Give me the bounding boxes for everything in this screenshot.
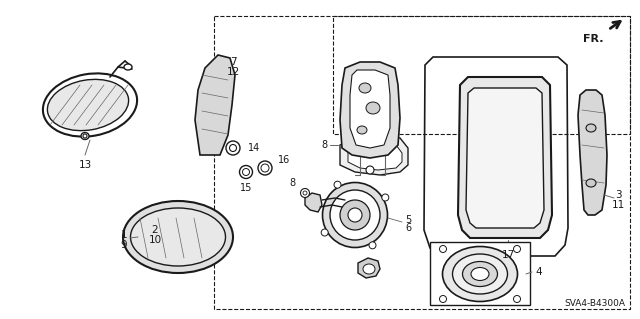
Ellipse shape: [348, 208, 362, 222]
Ellipse shape: [369, 242, 376, 249]
Ellipse shape: [463, 262, 497, 286]
Ellipse shape: [226, 141, 240, 155]
Text: 6: 6: [405, 223, 411, 233]
Ellipse shape: [586, 179, 596, 187]
Ellipse shape: [261, 164, 269, 172]
Ellipse shape: [382, 194, 389, 201]
Ellipse shape: [124, 64, 132, 70]
Ellipse shape: [513, 246, 520, 253]
Text: 14: 14: [248, 143, 260, 153]
Polygon shape: [430, 242, 530, 305]
Ellipse shape: [83, 134, 87, 138]
Polygon shape: [340, 62, 400, 158]
Ellipse shape: [452, 254, 508, 294]
Ellipse shape: [239, 166, 253, 179]
Ellipse shape: [586, 124, 596, 132]
Polygon shape: [350, 70, 390, 148]
Text: 17: 17: [501, 250, 515, 260]
Text: 3: 3: [614, 190, 621, 200]
Ellipse shape: [301, 189, 310, 197]
Text: 8: 8: [321, 140, 327, 150]
Ellipse shape: [334, 181, 341, 188]
Ellipse shape: [321, 229, 328, 236]
Text: 1: 1: [120, 230, 127, 240]
Ellipse shape: [131, 208, 225, 266]
Ellipse shape: [440, 295, 447, 302]
Ellipse shape: [366, 102, 380, 114]
Text: 11: 11: [611, 200, 625, 210]
Text: 2: 2: [152, 225, 158, 235]
Text: SVA4-B4300A: SVA4-B4300A: [564, 299, 625, 308]
Ellipse shape: [243, 168, 250, 175]
Ellipse shape: [43, 73, 137, 137]
Ellipse shape: [303, 191, 307, 195]
Text: 8: 8: [289, 178, 295, 188]
Polygon shape: [340, 135, 408, 175]
Ellipse shape: [81, 132, 89, 139]
Text: 5: 5: [405, 215, 412, 225]
Ellipse shape: [330, 190, 380, 240]
Polygon shape: [358, 258, 380, 278]
Ellipse shape: [471, 268, 489, 280]
Text: 9: 9: [120, 240, 127, 250]
Text: 12: 12: [227, 67, 239, 77]
Polygon shape: [458, 77, 552, 238]
Polygon shape: [195, 55, 235, 155]
Ellipse shape: [513, 295, 520, 302]
Ellipse shape: [258, 161, 272, 175]
Polygon shape: [578, 90, 607, 215]
Ellipse shape: [47, 79, 129, 130]
Text: 4: 4: [535, 267, 541, 277]
Ellipse shape: [359, 83, 371, 93]
Polygon shape: [305, 193, 322, 212]
Ellipse shape: [357, 126, 367, 134]
Polygon shape: [424, 57, 568, 256]
Ellipse shape: [340, 200, 370, 230]
Text: 13: 13: [78, 160, 92, 170]
Ellipse shape: [323, 182, 387, 248]
Text: FR.: FR.: [582, 34, 603, 44]
Text: 7: 7: [230, 57, 236, 67]
Text: 10: 10: [148, 235, 161, 245]
Text: 15: 15: [240, 183, 252, 193]
Ellipse shape: [123, 201, 233, 273]
Polygon shape: [466, 88, 544, 228]
Ellipse shape: [442, 247, 518, 301]
Ellipse shape: [230, 145, 237, 152]
Ellipse shape: [363, 264, 375, 274]
Ellipse shape: [366, 166, 374, 174]
Ellipse shape: [440, 246, 447, 253]
Text: 16: 16: [278, 155, 291, 165]
Polygon shape: [348, 142, 402, 170]
Ellipse shape: [366, 139, 374, 147]
